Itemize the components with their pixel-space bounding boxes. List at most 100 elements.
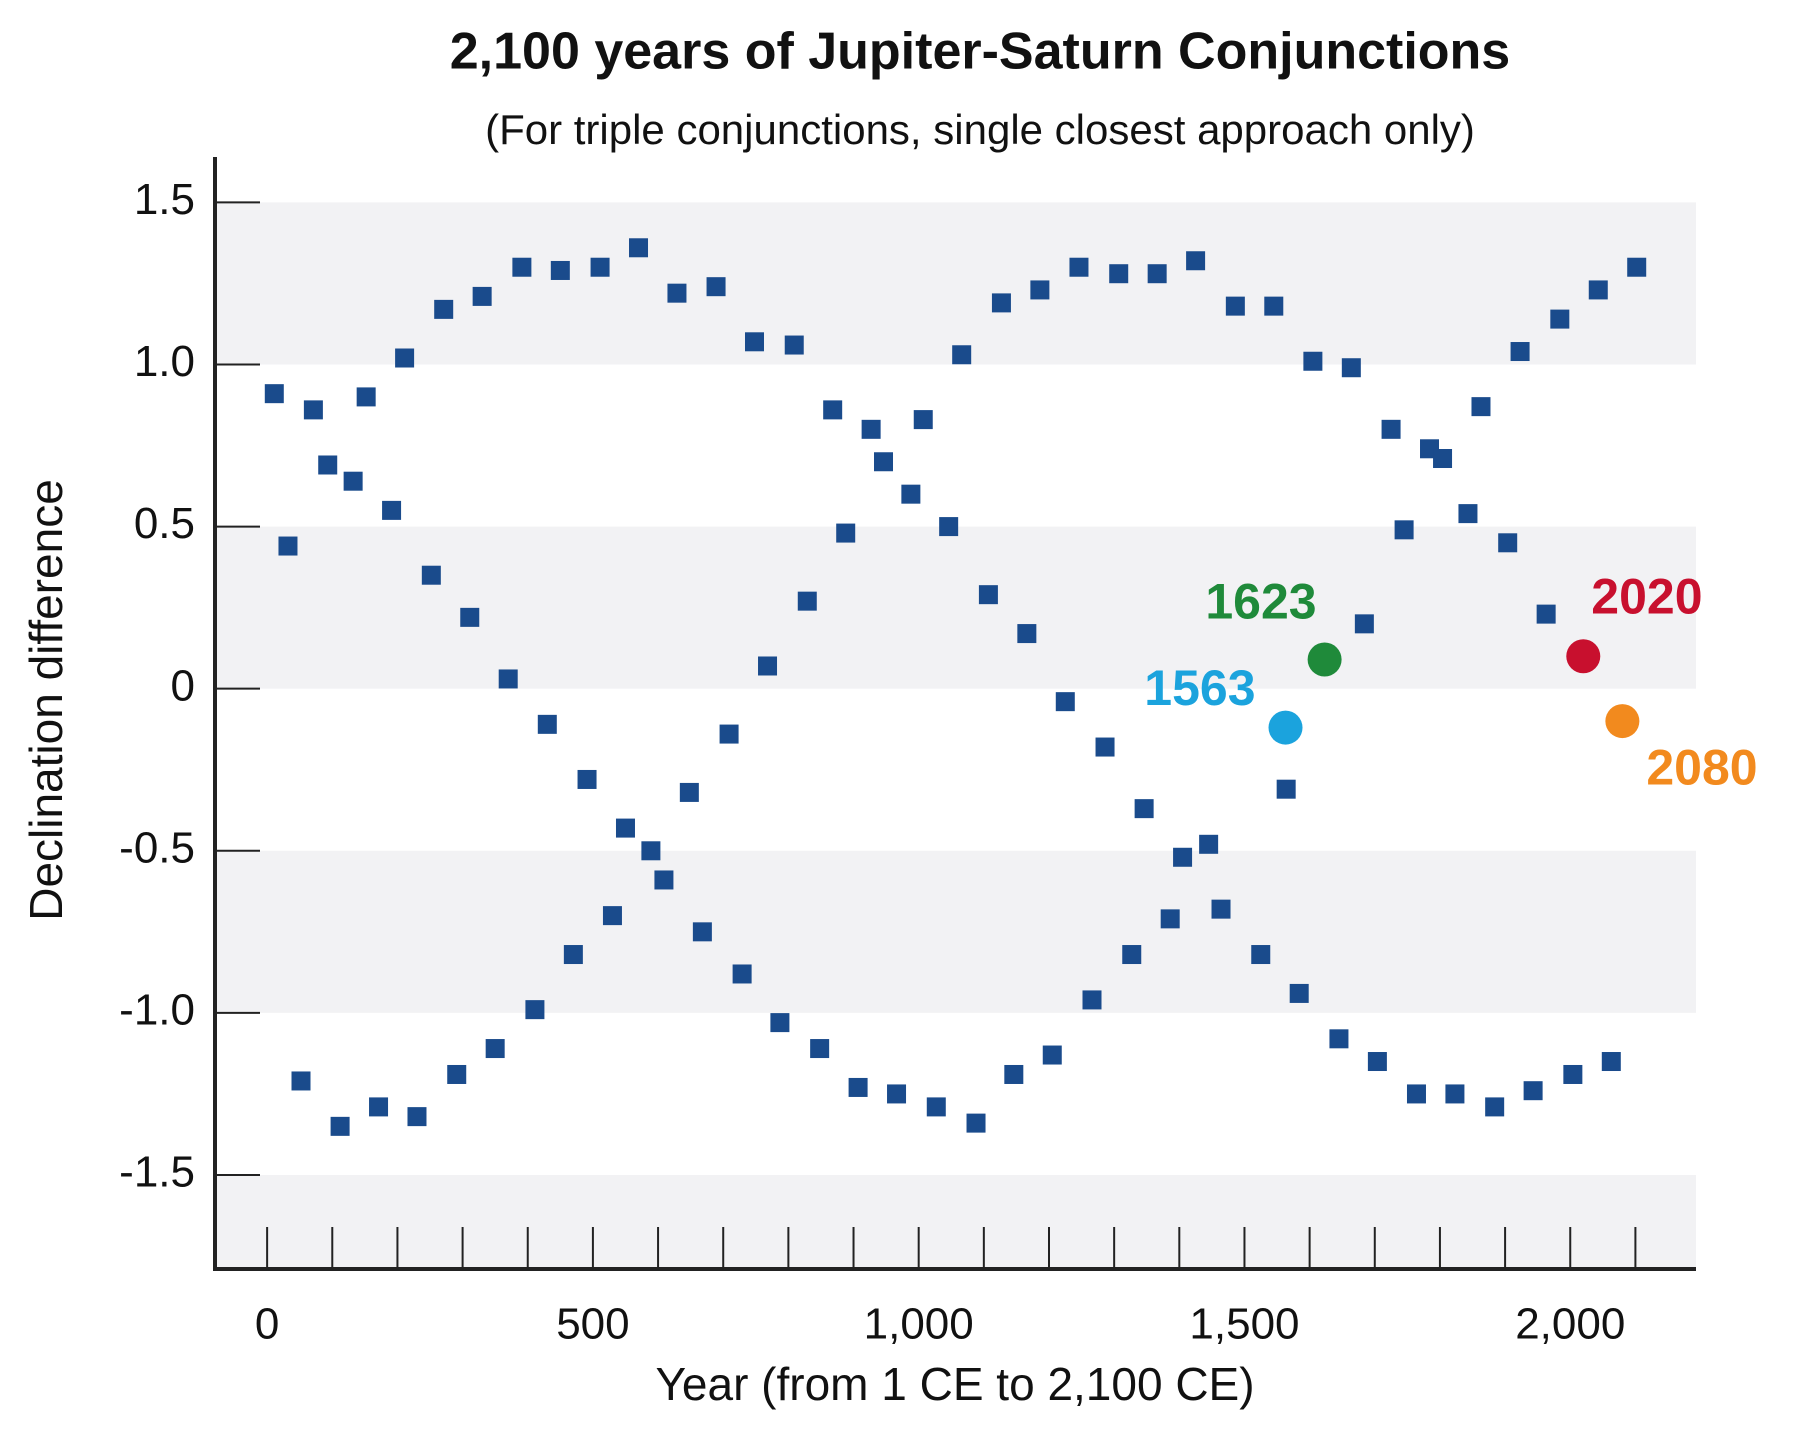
point [1264,296,1284,316]
point [1211,899,1231,919]
band [215,850,1696,1013]
point [641,841,661,861]
point [472,286,492,306]
y-tick-label: 0 [171,661,195,710]
band [215,526,1696,689]
point [692,922,712,942]
point [1289,983,1309,1003]
point [278,536,298,556]
point [784,335,804,355]
point [1147,264,1167,284]
point [629,238,649,258]
point [1550,309,1570,329]
point [421,565,441,585]
point [836,523,856,543]
point [1471,397,1491,417]
point [1367,1052,1387,1072]
point [823,400,843,420]
point [1563,1064,1583,1084]
point [563,945,583,965]
point [1276,779,1296,799]
point [1042,1045,1062,1065]
point [550,260,570,280]
point [1329,1029,1349,1049]
point-label: 1563 [1144,660,1255,716]
point [1095,737,1115,757]
point [343,471,363,491]
point [512,257,532,277]
point [679,782,699,802]
x-tick-label: 500 [556,1300,629,1349]
point [926,1097,946,1117]
point [667,283,687,303]
point-label: 2080 [1646,739,1757,795]
point [264,384,284,404]
highlight-point [1307,642,1342,677]
y-tick-label: 1.0 [134,337,195,386]
point [758,656,778,676]
point [913,410,933,430]
point [1004,1064,1024,1084]
point [978,585,998,605]
point [525,1000,545,1020]
point [1160,909,1180,929]
highlight-point [1268,710,1303,745]
point [291,1071,311,1091]
point [1536,604,1556,624]
point [1303,351,1323,371]
point [939,517,959,537]
x-tick-label: 1,000 [864,1300,974,1349]
chart-title: 2,100 years of Jupiter-Saturn Conjunctio… [450,23,1510,81]
point [318,455,338,475]
point [330,1116,350,1136]
point [1134,799,1154,819]
point [460,607,480,627]
point [498,669,518,689]
point [1510,342,1530,362]
y-tick-label: 1.5 [134,175,195,224]
point [1109,264,1129,284]
point [407,1107,427,1127]
point [1445,1084,1465,1104]
point [1082,990,1102,1010]
point [991,293,1011,313]
point [602,906,622,926]
point [1030,280,1050,300]
point [382,500,402,520]
point [434,299,454,319]
point [1199,834,1219,854]
point [1122,945,1142,965]
point [874,452,894,472]
point [1588,280,1608,300]
point [1069,257,1089,277]
point [485,1039,505,1059]
band [215,202,1696,365]
point [1381,419,1401,439]
point [1251,945,1271,965]
y-tick-label: -0.5 [119,823,195,872]
point [395,348,415,368]
point [1406,1084,1426,1104]
point [303,400,323,420]
point [887,1084,907,1104]
point [1394,520,1414,540]
y-tick-label: -1.0 [119,986,195,1035]
point [1458,504,1478,524]
point [537,714,557,734]
point [1173,847,1193,867]
point [797,591,817,611]
point [861,419,881,439]
y-axis-label: Declination difference [20,479,72,921]
chart-subtitle: (For triple conjunctions, single closest… [485,106,1475,153]
point [1627,257,1647,277]
point [1354,614,1374,634]
point [356,387,376,407]
point [719,724,739,744]
point [590,257,610,277]
point [615,818,635,838]
point [1601,1052,1621,1072]
point-label: 2020 [1591,568,1702,624]
x-tick-label: 0 [255,1300,279,1349]
point [1498,533,1518,553]
